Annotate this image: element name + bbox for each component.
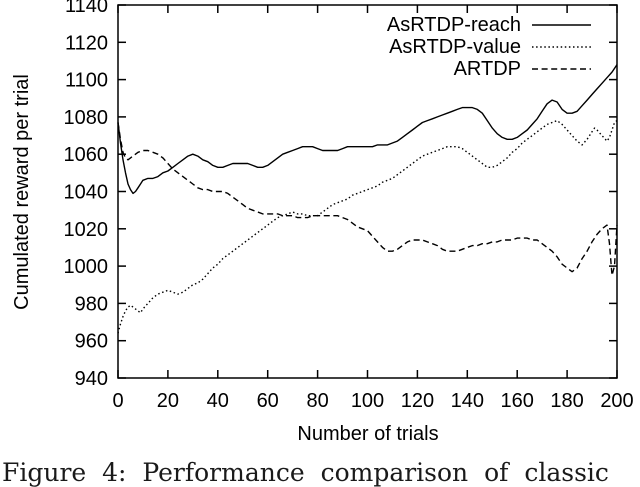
x-tick-label: 180 [550,390,583,412]
y-tick-label: 960 [75,331,108,353]
legend-label-artdp: ARTDP [454,58,521,80]
series-line-asrtdp-value [117,119,618,334]
plot-frame [117,4,618,379]
y-tick-label: 1120 [65,32,108,54]
x-axis-title: Number of trials [297,423,438,445]
legend-label-asrtdp-reach: AsRTDP-reach [387,14,521,36]
x-tick-label: 20 [157,390,179,412]
x-tick-label: 40 [207,390,229,412]
axis-ticks [117,4,618,379]
x-tick-label: 60 [257,390,279,412]
y-tick-label: 1040 [64,182,109,204]
y-tick-label: 1020 [64,219,109,241]
series-lines [117,64,618,334]
y-tick-label: 1000 [64,256,109,278]
y-tick-label: 1100 [65,70,108,92]
chart: 0 20 40 60 80 100 120 140 160 180 200 940 960 980 1000… [11,0,634,445]
x-tick-label: 200 [600,390,633,412]
legend: AsRTDP-reach AsRTDP-value ARTDP [387,14,591,80]
y-tick-label: 1060 [64,144,109,166]
series-line-artdp [117,122,618,277]
x-tick-label: 120 [401,390,434,412]
y-axis-title: Cumulated reward per trial [11,74,33,310]
y-tick-label: 1140 [65,0,108,17]
axis-tick-labels: 0 20 40 60 80 100 120 140 160 180 200 940 960 980 1000… [64,0,634,412]
y-tick-label: 1080 [64,107,109,129]
x-tick-label: 0 [112,390,123,412]
x-tick-label: 80 [306,390,328,412]
series-line-asrtdp-reach [117,64,618,195]
x-tick-label: 140 [451,390,484,412]
x-tick-label: 100 [351,390,384,412]
figure-caption: Figure 4: Performance comparison of clas… [2,458,609,487]
y-tick-label: 940 [75,368,108,390]
y-tick-label: 980 [75,293,108,315]
x-tick-label: 160 [501,390,534,412]
legend-label-asrtdp-value: AsRTDP-value [389,36,521,58]
